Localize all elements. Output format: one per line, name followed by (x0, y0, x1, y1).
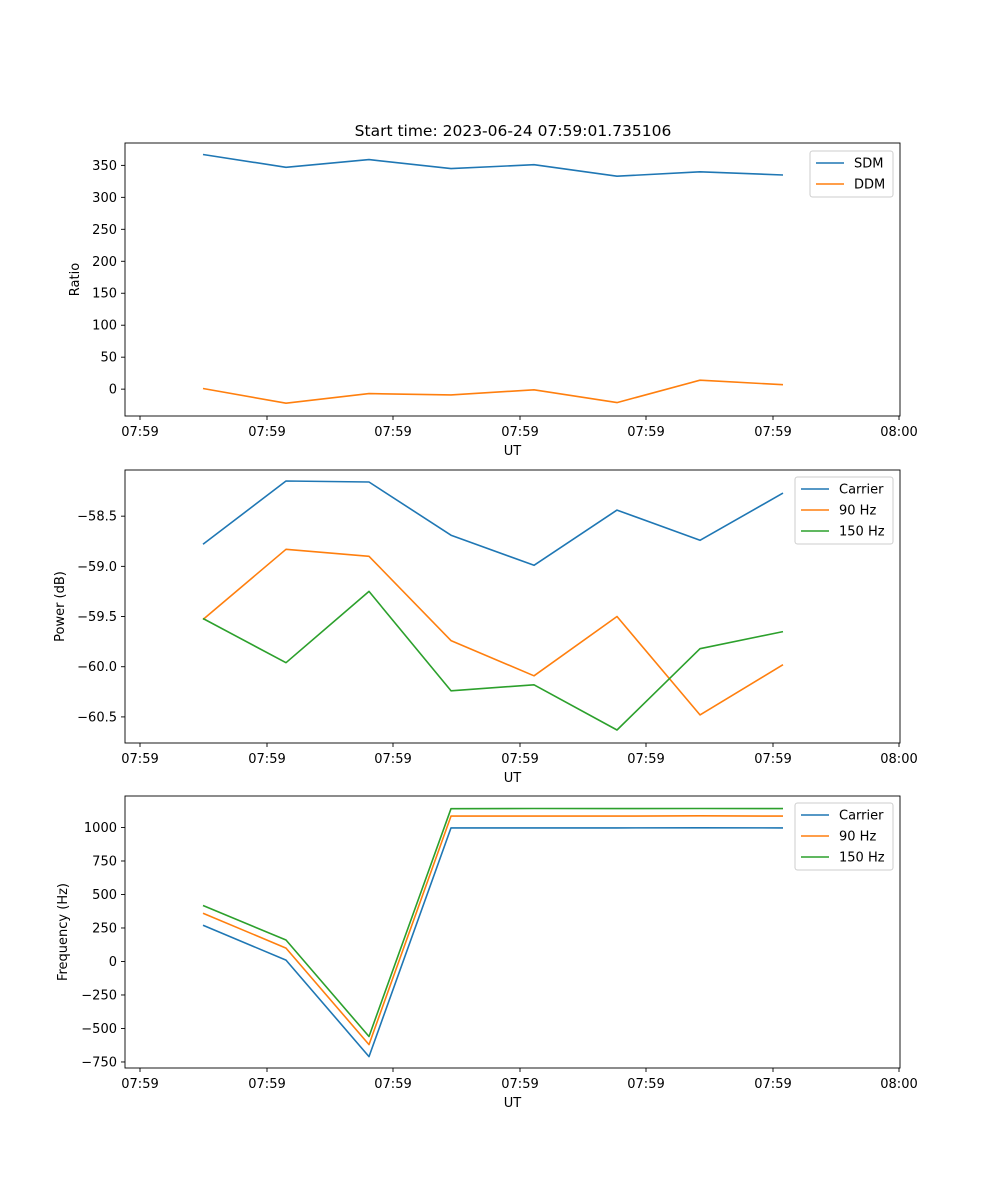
y-tick-label: −60.5 (77, 710, 117, 725)
x-axis-label: UT (504, 771, 522, 786)
legend-box (794, 476, 894, 545)
y-axis-label: Ratio (68, 263, 83, 296)
series-line-carrier (202, 826, 784, 1058)
subplot-3: 07:59 07:59 07:59 07:59 07:59 07:59 08:00 1000 7… (56, 795, 918, 1111)
legend-label: 150 Hz (839, 851, 885, 866)
figure-title: Start time: 2023-06-24 07:59:01.735106 (355, 122, 672, 140)
x-tick-label: 07:59 (627, 1077, 664, 1092)
series-line-150-hz (202, 807, 784, 1038)
y-tick-label: −500 (81, 1022, 117, 1037)
x-tick-label: 07:59 (627, 425, 664, 440)
y-tick-label: 100 (92, 319, 117, 334)
x-tick-label: 07:59 (627, 752, 664, 767)
series-line-ddm (202, 379, 784, 405)
y-tick-label: −250 (81, 988, 117, 1003)
x-tick-label: 07:59 (121, 1077, 158, 1092)
x-tick-label: 07:59 (501, 425, 538, 440)
axes-frame (124, 142, 901, 417)
y-tick-label: 300 (92, 191, 117, 206)
subplot-1: 07:59 07:59 07:59 07:59 07:59 07:59 08:00 0 50 10… (68, 142, 918, 459)
x-tick-label: 07:59 (248, 425, 285, 440)
x-tick-label: 07:59 (754, 752, 791, 767)
x-tick-label: 07:59 (501, 752, 538, 767)
y-tick-label: 0 (109, 383, 117, 398)
legend-label: 90 Hz (839, 504, 876, 519)
y-axis-label: Frequency (Hz) (56, 883, 71, 981)
y-tick-label: 50 (100, 351, 117, 366)
legend-label: Carrier (839, 809, 884, 824)
series-line-150-hz (202, 590, 784, 731)
series-line-90-hz (202, 548, 784, 716)
x-axis-label: UT (504, 444, 522, 459)
y-tick-label: −59.0 (77, 560, 117, 575)
legend: SDM DDM (809, 150, 894, 198)
x-tick-label: 07:59 (121, 752, 158, 767)
y-tick-label: 250 (92, 921, 117, 936)
legend-label: Carrier (839, 483, 884, 498)
x-tick-label: 08:00 (880, 1077, 917, 1092)
plots-container: 07:59 07:59 07:59 07:59 07:59 07:59 08:00 0 50 10… (53, 142, 918, 1111)
y-tick-label: 750 (92, 854, 117, 869)
y-tick-label: −59.5 (77, 610, 117, 625)
x-tick-label: 07:59 (501, 1077, 538, 1092)
legend: Carrier 90 Hz 150 Hz (794, 476, 894, 545)
y-tick-label: 1000 (84, 821, 117, 836)
x-tick-label: 08:00 (880, 752, 917, 767)
legend: Carrier 90 Hz 150 Hz (794, 802, 894, 871)
x-tick-label: 07:59 (754, 425, 791, 440)
x-tick-label: 07:59 (248, 1077, 285, 1092)
subplot-2: 07:59 07:59 07:59 07:59 07:59 07:59 08:00 −58.5… (53, 469, 918, 786)
y-tick-label: 500 (92, 888, 117, 903)
x-tick-label: 07:59 (374, 752, 411, 767)
axes-frame (124, 469, 901, 744)
x-axis-label: UT (504, 1096, 522, 1111)
x-tick-label: 07:59 (374, 425, 411, 440)
legend-box (794, 802, 894, 871)
x-tick-label: 07:59 (754, 1077, 791, 1092)
y-tick-label: −60.0 (77, 660, 117, 675)
y-tick-label: 350 (92, 159, 117, 174)
y-tick-label: 200 (92, 255, 117, 270)
series-line-90-hz (202, 814, 784, 1046)
x-tick-label: 07:59 (248, 752, 285, 767)
x-tick-label: 07:59 (121, 425, 158, 440)
legend-label: DDM (854, 178, 885, 193)
y-tick-label: 250 (92, 223, 117, 238)
x-tick-label: 07:59 (374, 1077, 411, 1092)
legend-label: 90 Hz (839, 830, 876, 845)
y-axis-label: Power (dB) (53, 571, 68, 642)
x-tick-label: 08:00 (880, 425, 917, 440)
series-line-carrier (202, 480, 784, 567)
y-tick-label: −750 (81, 1055, 117, 1070)
y-tick-label: 150 (92, 287, 117, 302)
y-tick-label: 0 (109, 955, 117, 970)
legend-label: SDM (854, 157, 883, 172)
y-tick-label: −58.5 (77, 510, 117, 525)
axes-frame (124, 795, 901, 1069)
series-line-sdm (202, 153, 784, 177)
legend-label: 150 Hz (839, 525, 885, 540)
